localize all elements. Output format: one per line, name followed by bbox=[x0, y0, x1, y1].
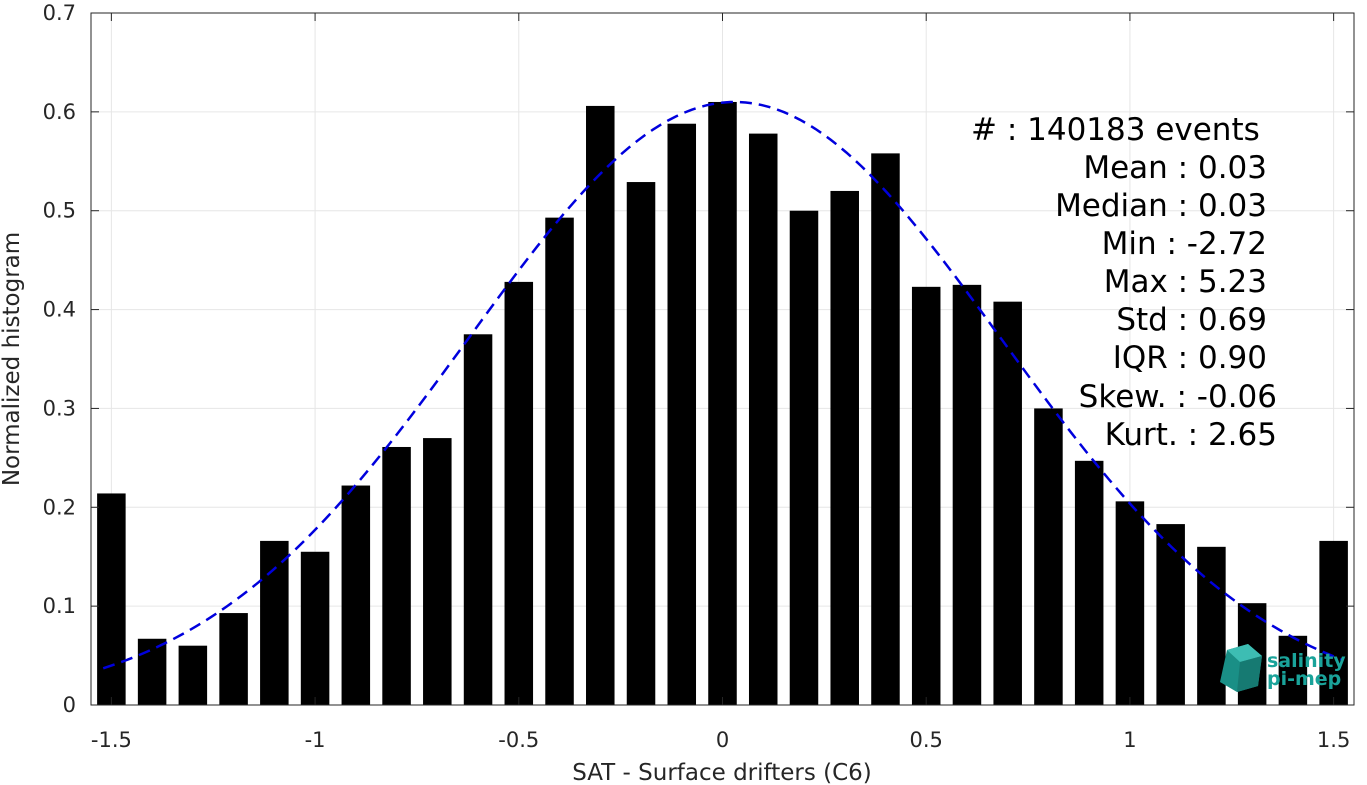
y-tick-label: 0.1 bbox=[43, 594, 76, 618]
x-tick-label: 0.5 bbox=[910, 728, 943, 752]
histogram-bar bbox=[260, 540, 289, 705]
stat-std: Std : 0.69 bbox=[1116, 302, 1267, 338]
y-tick-label: 0 bbox=[63, 693, 76, 717]
histogram-bar bbox=[423, 438, 452, 705]
histogram-bar bbox=[341, 485, 371, 705]
x-tick-label: -0.5 bbox=[498, 728, 539, 752]
histogram-bar bbox=[1115, 501, 1145, 705]
x-tick-label: 0 bbox=[716, 728, 729, 752]
salinity-pimep-logo: salinity pi-mep bbox=[1220, 644, 1346, 692]
histogram-bar bbox=[504, 281, 534, 705]
y-tick-label: 0.4 bbox=[43, 298, 76, 322]
histogram-bar bbox=[463, 334, 493, 705]
stat-skew: Skew. : -0.06 bbox=[1079, 379, 1277, 415]
y-tick-label: 0.5 bbox=[43, 199, 76, 223]
histogram-bar bbox=[382, 446, 411, 705]
histogram-bar bbox=[1034, 408, 1063, 705]
histogram-bar bbox=[952, 284, 982, 705]
histogram-bar bbox=[1074, 460, 1104, 705]
histogram-bar bbox=[1156, 524, 1185, 705]
histogram-bar bbox=[708, 101, 737, 705]
histogram-bar bbox=[1319, 540, 1348, 705]
bars bbox=[97, 101, 1348, 706]
histogram-bar bbox=[586, 105, 615, 705]
fit-curve bbox=[102, 100, 1343, 670]
y-tick-label: 0.3 bbox=[43, 396, 76, 420]
histogram-bar bbox=[1278, 635, 1308, 705]
stat-max: Max : 5.23 bbox=[1104, 264, 1267, 300]
histogram-bar bbox=[789, 210, 819, 705]
logo-text-pimep: pi-mep bbox=[1267, 668, 1341, 690]
histogram-bar bbox=[830, 190, 859, 705]
histogram-bar bbox=[300, 551, 330, 705]
x-tick-label: 1.5 bbox=[1317, 728, 1350, 752]
y-tick-label: 0.2 bbox=[43, 495, 76, 519]
x-tick-label: -1 bbox=[305, 728, 326, 752]
histogram-bar bbox=[545, 217, 574, 706]
stat-iqr: IQR : 0.90 bbox=[1113, 340, 1267, 376]
logo-text-salinity: salinity bbox=[1267, 650, 1346, 672]
histogram-bar bbox=[626, 182, 656, 705]
stat-mean: Mean : 0.03 bbox=[1083, 150, 1267, 186]
histogram-bar bbox=[178, 645, 208, 705]
histogram-bar bbox=[871, 153, 900, 705]
x-tick-label: 1 bbox=[1123, 728, 1136, 752]
stat-median: Median : 0.03 bbox=[1055, 188, 1267, 224]
stat-min: Min : -2.72 bbox=[1102, 226, 1267, 262]
stats-annotation: # : 140183 events Mean : 0.03 Median : 0… bbox=[971, 112, 1277, 453]
histogram-bar bbox=[97, 493, 126, 705]
y-axis-label: Normalized histogram bbox=[0, 232, 25, 486]
stat-events: # : 140183 events bbox=[971, 112, 1260, 148]
x-axis-label: SAT - Surface drifters (C6) bbox=[572, 760, 872, 785]
axis-ticks: -1.5 -1 -0.5 0 0.5 1 1.5 0 0.1 0.2 0.3 0.4 0.5 0.6 0.7 bbox=[43, 1, 1354, 752]
histogram-bar bbox=[748, 133, 778, 705]
histogram-bar bbox=[667, 123, 697, 706]
histogram-bar bbox=[911, 286, 941, 705]
y-tick-label: 0.7 bbox=[43, 1, 76, 25]
histogram-bar bbox=[219, 613, 248, 705]
x-tick-label: -1.5 bbox=[91, 728, 132, 752]
histogram-bar bbox=[137, 638, 167, 705]
y-tick-label: 0.6 bbox=[43, 100, 76, 124]
stat-kurt: Kurt. : 2.65 bbox=[1105, 417, 1277, 453]
histogram-bar bbox=[993, 301, 1022, 705]
